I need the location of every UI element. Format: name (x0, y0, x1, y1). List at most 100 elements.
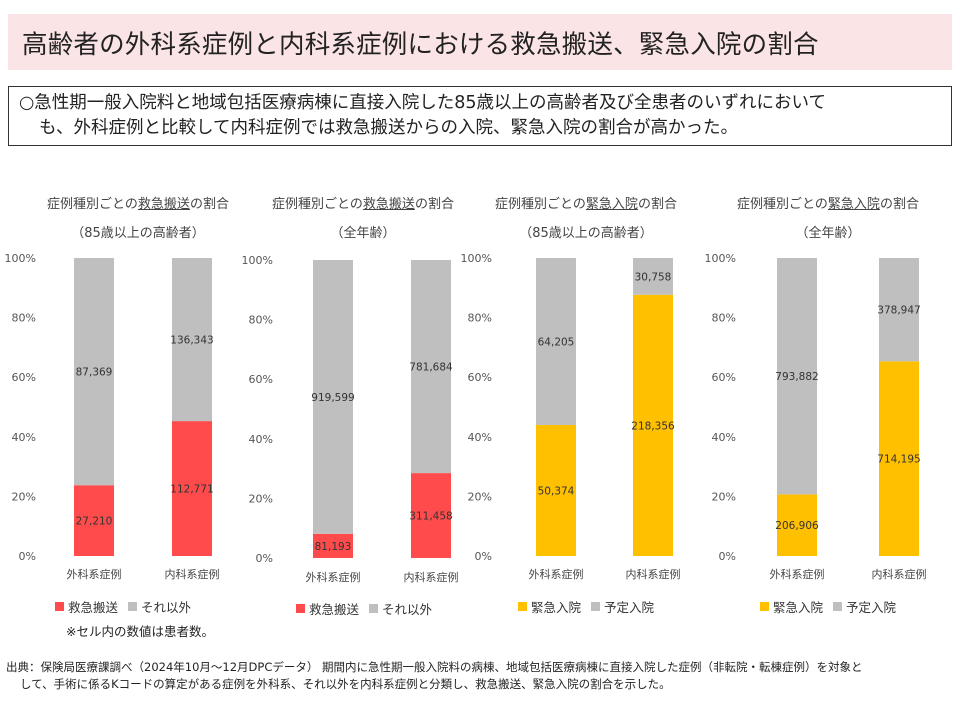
bar-segment (172, 421, 212, 556)
bar-segment (411, 260, 451, 474)
bar-segment (879, 258, 919, 362)
chart-4-title: 症例種別ごとの緊急入院の割合 (737, 197, 919, 212)
bar-segment (411, 473, 451, 558)
legend-item: それ以外 (369, 599, 432, 618)
legend-swatch (128, 602, 138, 611)
legend-swatch (833, 602, 843, 611)
bar-segment (633, 294, 673, 556)
chart-4-subtitle: （全年齢） (795, 226, 861, 241)
y-tick-label: 80% (712, 312, 736, 325)
legend-swatch (591, 602, 601, 611)
bar-segment (313, 260, 353, 534)
chart-1-title: 症例種別ごとの救急搬送の割合 (47, 197, 229, 212)
bar-segment (633, 258, 673, 295)
x-category-label: 外科系症例 (770, 567, 825, 581)
data-label: 30,758 (635, 271, 672, 283)
x-category-label: 外科系症例 (306, 570, 361, 584)
chart-2-subtitle: （全年齢） (330, 226, 396, 241)
legend-item: 予定入院 (833, 597, 896, 616)
data-label: 919,599 (311, 392, 354, 404)
y-tick-label: 60% (712, 371, 736, 384)
y-tick-label: 100% (242, 254, 273, 267)
chart-4-legend: 緊急入院 予定入院 (760, 597, 906, 616)
page-title: 高齢者の外科系症例と内科系症例における救急搬送、緊急入院の割合 (22, 29, 819, 60)
legend-item: 予定入院 (591, 597, 654, 616)
cell-note: ※セル内の数値は患者数。 (66, 624, 214, 639)
y-tick-label: 80% (249, 314, 273, 327)
source-note: 出典：保険局医療課調べ（2024年10月～12月DPCデータ） 期間内に急性期一… (6, 659, 956, 693)
chart-1-svg: 0% 20% 40% 60% 80% 100% 27,210 87,369 外科系症例 112,7… (5, 252, 220, 581)
y-tick-label: 80% (468, 312, 492, 325)
title-banner: 高齢者の外科系症例と内科系症例における救急搬送、緊急入院の割合 (8, 14, 952, 70)
x-category-label: 外科系症例 (67, 567, 122, 581)
y-tick-label: 0% (19, 550, 36, 563)
y-tick-label: 60% (249, 373, 273, 386)
data-label: 218,356 (631, 420, 675, 432)
data-label: 378,947 (877, 305, 920, 317)
chart-1-legend: 救急搬送 それ以外 (55, 597, 201, 616)
data-label: 112,771 (170, 484, 213, 496)
y-tick-label: 0% (256, 552, 273, 565)
y-tick-label: 100% (705, 252, 736, 265)
legend-item: 救急搬送 (55, 597, 118, 616)
data-label: 81,193 (315, 541, 352, 553)
x-category-label: 内科系症例 (872, 567, 927, 581)
bar-segment (313, 533, 353, 558)
source-line-2: して、手術に係るKコードの算定がある症例を外科系、それ以外を内科系症例と分類し、… (20, 677, 671, 691)
chart-1-subtitle: （85歳以上の高齢者） (71, 226, 205, 241)
y-tick-label: 20% (468, 490, 492, 503)
y-tick-label: 40% (468, 431, 492, 444)
data-label: 50,374 (538, 485, 575, 497)
y-tick-label: 0% (719, 550, 736, 563)
summary-line-2: も、外科症例と比較して内科症例では救急搬送からの入院、緊急入院の割合が高かった。 (39, 118, 738, 138)
data-label: 311,458 (409, 511, 452, 523)
chart-4-svg: 0% 20% 40% 60% 80% 100% 206,906 793,882 外科系症例 714… (705, 252, 927, 581)
y-tick-label: 80% (12, 312, 36, 325)
source-line-1: 出典：保険局医療課調べ（2024年10月～12月DPCデータ） 期間内に急性期一… (6, 660, 863, 674)
bar-segment (172, 258, 212, 422)
y-tick-label: 100% (5, 252, 36, 265)
y-tick-label: 40% (712, 431, 736, 444)
x-category-label: 内科系症例 (404, 570, 459, 584)
y-tick-label: 20% (712, 490, 736, 503)
y-tick-label: 60% (12, 371, 36, 384)
bar-segment (879, 361, 919, 556)
bar-segment (74, 258, 114, 486)
chart-3-title: 症例種別ごとの緊急入院の割合 (495, 197, 677, 212)
y-tick-label: 20% (249, 492, 273, 505)
data-label: 781,684 (409, 362, 453, 374)
y-tick-label: 60% (468, 371, 492, 384)
bar-segment (777, 258, 817, 495)
legend-swatch (369, 604, 379, 613)
y-tick-label: 100% (461, 252, 492, 265)
legend-item: それ以外 (128, 597, 191, 616)
data-label: 206,906 (775, 520, 819, 532)
y-tick-label: 20% (12, 490, 36, 503)
y-tick-label: 40% (249, 433, 273, 446)
data-label: 27,210 (76, 516, 113, 528)
y-tick-label: 0% (475, 550, 492, 563)
data-label: 714,195 (877, 454, 920, 466)
chart-3-legend: 緊急入院 予定入院 (518, 597, 664, 616)
x-category-label: 外科系症例 (529, 567, 584, 581)
legend-item: 緊急入院 (760, 597, 823, 616)
bar-segment (777, 494, 817, 556)
data-label: 136,343 (170, 335, 213, 347)
legend-swatch (55, 602, 64, 611)
chart-3-svg: 0% 20% 40% 60% 80% 100% 50,374 64,205 外科系症例 218,3… (461, 252, 681, 581)
chart-2-svg: 0% 20% 40% 60% 80% 100% 81,193 919,599 外科系症例 311,… (242, 254, 459, 584)
summary-box: ○急性期一般入院料と地域包括医療病棟に直接入院した85歳以上の高齢者及び全患者の… (8, 86, 952, 146)
legend-item: 救急搬送 (296, 599, 359, 618)
data-label: 64,205 (538, 336, 575, 348)
summary-line-1: ○急性期一般入院料と地域包括医療病棟に直接入院した85歳以上の高齢者及び全患者の… (19, 93, 827, 113)
y-tick-label: 40% (12, 431, 36, 444)
data-label: 793,882 (775, 371, 818, 383)
legend-swatch (518, 602, 527, 611)
legend-item: 緊急入院 (518, 597, 581, 616)
bar-segment (536, 258, 576, 425)
chart-2-title: 症例種別ごとの救急搬送の割合 (272, 197, 454, 212)
chart-3-subtitle: （85歳以上の高齢者） (519, 226, 653, 241)
legend-swatch (296, 604, 305, 613)
x-category-label: 内科系症例 (626, 567, 681, 581)
bar-segment (74, 485, 114, 556)
